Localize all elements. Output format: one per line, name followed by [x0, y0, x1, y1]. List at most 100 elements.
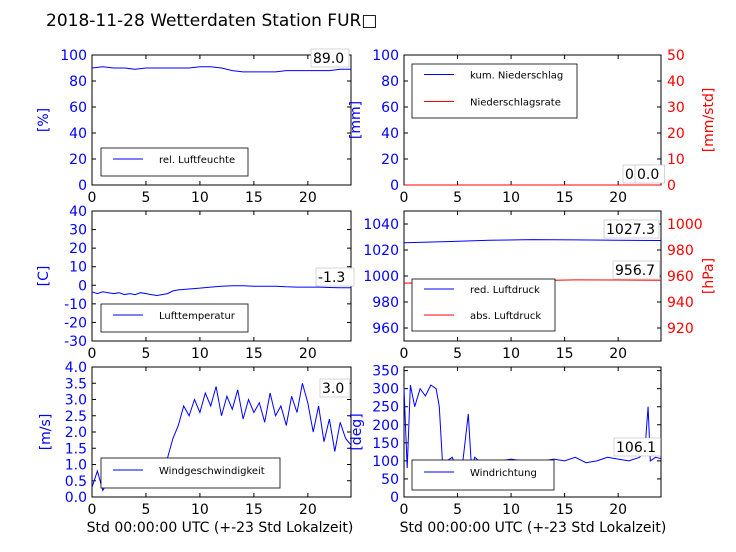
x-tick-label: 20 — [609, 502, 627, 518]
y-tick-label: 1000 — [363, 269, 399, 285]
x-tick-label: 10 — [191, 502, 209, 518]
y-tick-label: 2.0 — [65, 425, 87, 441]
y-tick-label: -30 — [64, 334, 87, 350]
y-tick-label-right: 30 — [667, 100, 685, 116]
figure-title: 2018-11-28 Wetterdaten Station FUR□ — [46, 11, 377, 31]
y-axis-label: [m/s] — [38, 414, 54, 451]
x-tick-label: 0 — [400, 502, 409, 518]
y-tick-label: 50 — [381, 472, 399, 488]
legend-box — [411, 459, 555, 491]
y-tick-label: 150 — [372, 436, 399, 452]
annotation-box — [315, 267, 355, 287]
y-tick-label: 250 — [372, 400, 399, 416]
y-tick-label: -20 — [64, 315, 87, 331]
y-tick-label: 40 — [381, 126, 399, 142]
x-tick-label: 15 — [245, 502, 263, 518]
x-tick-label: 10 — [502, 190, 520, 206]
legend-entry: Niederschlagsrate — [470, 98, 561, 109]
x-tick-label: 10 — [502, 502, 520, 518]
y-tick-label-right: 1000 — [667, 217, 703, 233]
annotation-box — [613, 437, 661, 457]
panel-windspeed: 0 5 10 15 200.00.51.01.52.02.53.03.54.0[m/s]… — [38, 360, 352, 518]
y-tick-label: -10 — [64, 297, 87, 313]
value-annotation: 956.7 — [615, 263, 655, 279]
legend: Windrichtung — [411, 459, 555, 491]
x-tick-label: 20 — [609, 346, 627, 362]
x-tick-label: 5 — [453, 346, 462, 362]
value-annotation: 3.0 — [322, 381, 344, 397]
x-tick-label: 20 — [299, 190, 317, 206]
legend-entry: abs. Luftdruck — [470, 311, 541, 322]
value-annotation: 106.1 — [616, 440, 656, 456]
legend-entry: Lufttemperatur — [159, 311, 236, 322]
y-tick-label: 1040 — [363, 217, 399, 233]
y-tick-label: 60 — [381, 100, 399, 116]
y-tick-label: 3.5 — [65, 376, 87, 392]
x-tick-label: 15 — [245, 190, 263, 206]
y-tick-label: 0.0 — [65, 490, 87, 506]
y-tick-label: 20 — [69, 241, 87, 257]
x-axis-label-right: Std 00:00:00 UTC (+-23 Std Lokalzeit) — [400, 520, 667, 536]
y-axis-label: [deg] — [349, 413, 365, 450]
x-tick-label: 5 — [453, 190, 462, 206]
x-tick-label: 20 — [299, 502, 317, 518]
y-tick-label-right: 0 — [667, 178, 676, 194]
legend: red. Luftdruck abs. Luftdruck — [411, 278, 556, 332]
legend-entry: rel. Luftfeuchte — [159, 155, 235, 166]
y-tick-label: 4.0 — [65, 360, 87, 376]
annotation-box — [319, 378, 350, 398]
legend-box — [100, 147, 249, 177]
y-tick-label: 3.0 — [65, 393, 87, 409]
y-tick-label-right: 40 — [667, 74, 685, 90]
x-tick-label: 5 — [141, 346, 150, 362]
y-tick-label: 80 — [69, 74, 87, 90]
value-annotation: 1027.3 — [606, 222, 655, 238]
y-tick-label: 100 — [372, 454, 399, 470]
y-tick-label: 0 — [78, 278, 87, 294]
annotation-box — [603, 219, 660, 239]
y-tick-label: 60 — [69, 100, 87, 116]
x-axis-label-left: Std 00:00:00 UTC (+-23 Std Lokalzeit) — [87, 520, 354, 536]
y-tick-label: 0.5 — [65, 474, 87, 490]
y-tick-label: 20 — [381, 152, 399, 168]
y-tick-label: 20 — [69, 152, 87, 168]
y-tick-label: 200 — [372, 418, 399, 434]
y-tick-label: 0 — [78, 178, 87, 194]
y-tick-label-right: 920 — [667, 321, 694, 337]
legend-box — [100, 303, 249, 333]
x-tick-label: 0 — [88, 502, 97, 518]
y-tick-label: 0 — [390, 490, 399, 506]
y-axis-label-right: [hPa] — [701, 258, 717, 294]
series-line-0 — [91, 66, 351, 73]
y-tick-label-right: 960 — [667, 269, 694, 285]
y-tick-label: 350 — [372, 364, 399, 380]
legend-box — [100, 457, 281, 489]
series-line-0 — [403, 239, 662, 244]
x-tick-label: 20 — [299, 346, 317, 362]
legend-box — [411, 63, 578, 119]
x-tick-label: 15 — [556, 502, 574, 518]
y-tick-label: 960 — [372, 321, 399, 337]
x-tick-label: 5 — [141, 190, 150, 206]
x-tick-label: 0 — [88, 190, 97, 206]
y-tick-label: 980 — [372, 295, 399, 311]
x-tick-label: 0 — [400, 346, 409, 362]
y-tick-label: 100 — [372, 48, 399, 64]
y-tick-label-right: 10 — [667, 152, 685, 168]
panel-winddir: 0 5 10 15 20050100150200250300350[deg]Windri… — [349, 364, 662, 518]
legend-entry: Windgeschwindigkeit — [159, 466, 265, 477]
annotation-box — [612, 260, 660, 280]
annotation-box — [634, 164, 665, 184]
value-annotation: 89.0 — [313, 51, 344, 67]
value-annotation: -1.3 — [318, 270, 345, 286]
y-tick-label: 40 — [69, 204, 87, 220]
x-tick-label: 15 — [556, 346, 574, 362]
legend-entry: Windrichtung — [470, 468, 537, 479]
y-axis-label-right: [mm/std] — [701, 88, 717, 153]
x-tick-label: 10 — [191, 190, 209, 206]
legend: Lufttemperatur — [100, 303, 249, 333]
annotation-box — [310, 48, 350, 68]
y-tick-label: 10 — [69, 260, 87, 276]
x-tick-label: 15 — [245, 346, 263, 362]
